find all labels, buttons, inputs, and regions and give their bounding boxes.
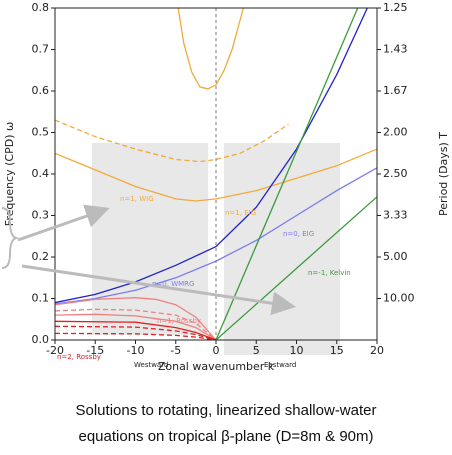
curve	[55, 297, 217, 340]
x-tick-label: -15	[86, 344, 104, 357]
annotation: n=-1, Kelvin	[308, 269, 351, 277]
curves	[55, 8, 377, 340]
x-tick-label: 10	[290, 344, 304, 357]
y2-tick-label: 2.00	[383, 126, 408, 139]
curve	[55, 8, 368, 304]
y-tick-label: 0.5	[32, 126, 50, 139]
annotation: n=1, WIG	[120, 195, 154, 203]
curve	[55, 332, 217, 340]
y2-axis-label: Period (Days) T	[437, 132, 450, 216]
x-tick-label: -5	[170, 344, 181, 357]
x-tick-label: -20	[46, 344, 64, 357]
curve	[215, 196, 377, 340]
y-tick-label: 0.4	[32, 167, 50, 180]
y-tick-label: 0.8	[32, 1, 50, 14]
annotation: Westward	[134, 361, 168, 369]
curve	[55, 313, 217, 340]
x-axis-label: Zonal wavenumber k	[158, 360, 275, 373]
x-tick-label: 5	[253, 344, 260, 357]
annotation: n=0, EIG	[283, 230, 314, 238]
y2-tick-label: 2.50	[383, 167, 408, 180]
curve	[55, 308, 217, 340]
curve	[55, 325, 217, 340]
curve	[55, 167, 377, 305]
arrow	[21, 264, 296, 316]
curve	[55, 320, 217, 340]
curve	[55, 148, 377, 202]
caption-line: equations on tropical β-plane (D=8m & 90…	[78, 428, 373, 445]
caption-line: Solutions to rotating, linearized shallo…	[76, 402, 377, 419]
arrow	[17, 204, 110, 242]
curve	[215, 8, 359, 340]
bracket	[1, 207, 20, 269]
y2-tick-label: 1.67	[383, 84, 408, 97]
y-axis-label: Frequency (CPD) ω	[3, 122, 16, 226]
y2-tick-label: 5.00	[383, 250, 408, 263]
y2-tick-label: 10.00	[383, 292, 415, 305]
annotation: n=2, Rossby	[57, 353, 101, 361]
y-tick-label: 0.3	[32, 209, 50, 222]
background-layout	[92, 143, 340, 355]
x-tick-label: 0	[213, 344, 220, 357]
curve	[177, 8, 245, 90]
annotation: n=1, Rossby	[157, 317, 201, 325]
eastward-box	[224, 143, 340, 355]
y-tick-label: 0.0	[32, 333, 50, 346]
x-tick-label: 20	[370, 344, 384, 357]
curve	[55, 119, 289, 163]
y-tick-label: 0.6	[32, 84, 50, 97]
y2-tick-label: 1.25	[383, 1, 408, 14]
y2-tick-label: 1.43	[383, 43, 408, 56]
y-tick-label: 0.2	[32, 250, 50, 263]
westward-box	[92, 143, 208, 335]
annotation: n=0, WMRG	[152, 280, 194, 288]
y-tick-label: 0.1	[32, 292, 50, 305]
x-tick-label: 15	[330, 344, 344, 357]
annotation: n=1, EIG	[225, 209, 256, 217]
y2-tick-label: 3.33	[383, 209, 408, 222]
annotation: Eastward	[264, 361, 296, 369]
x-tick-label: -10	[127, 344, 145, 357]
y-tick-label: 0.7	[32, 43, 50, 56]
